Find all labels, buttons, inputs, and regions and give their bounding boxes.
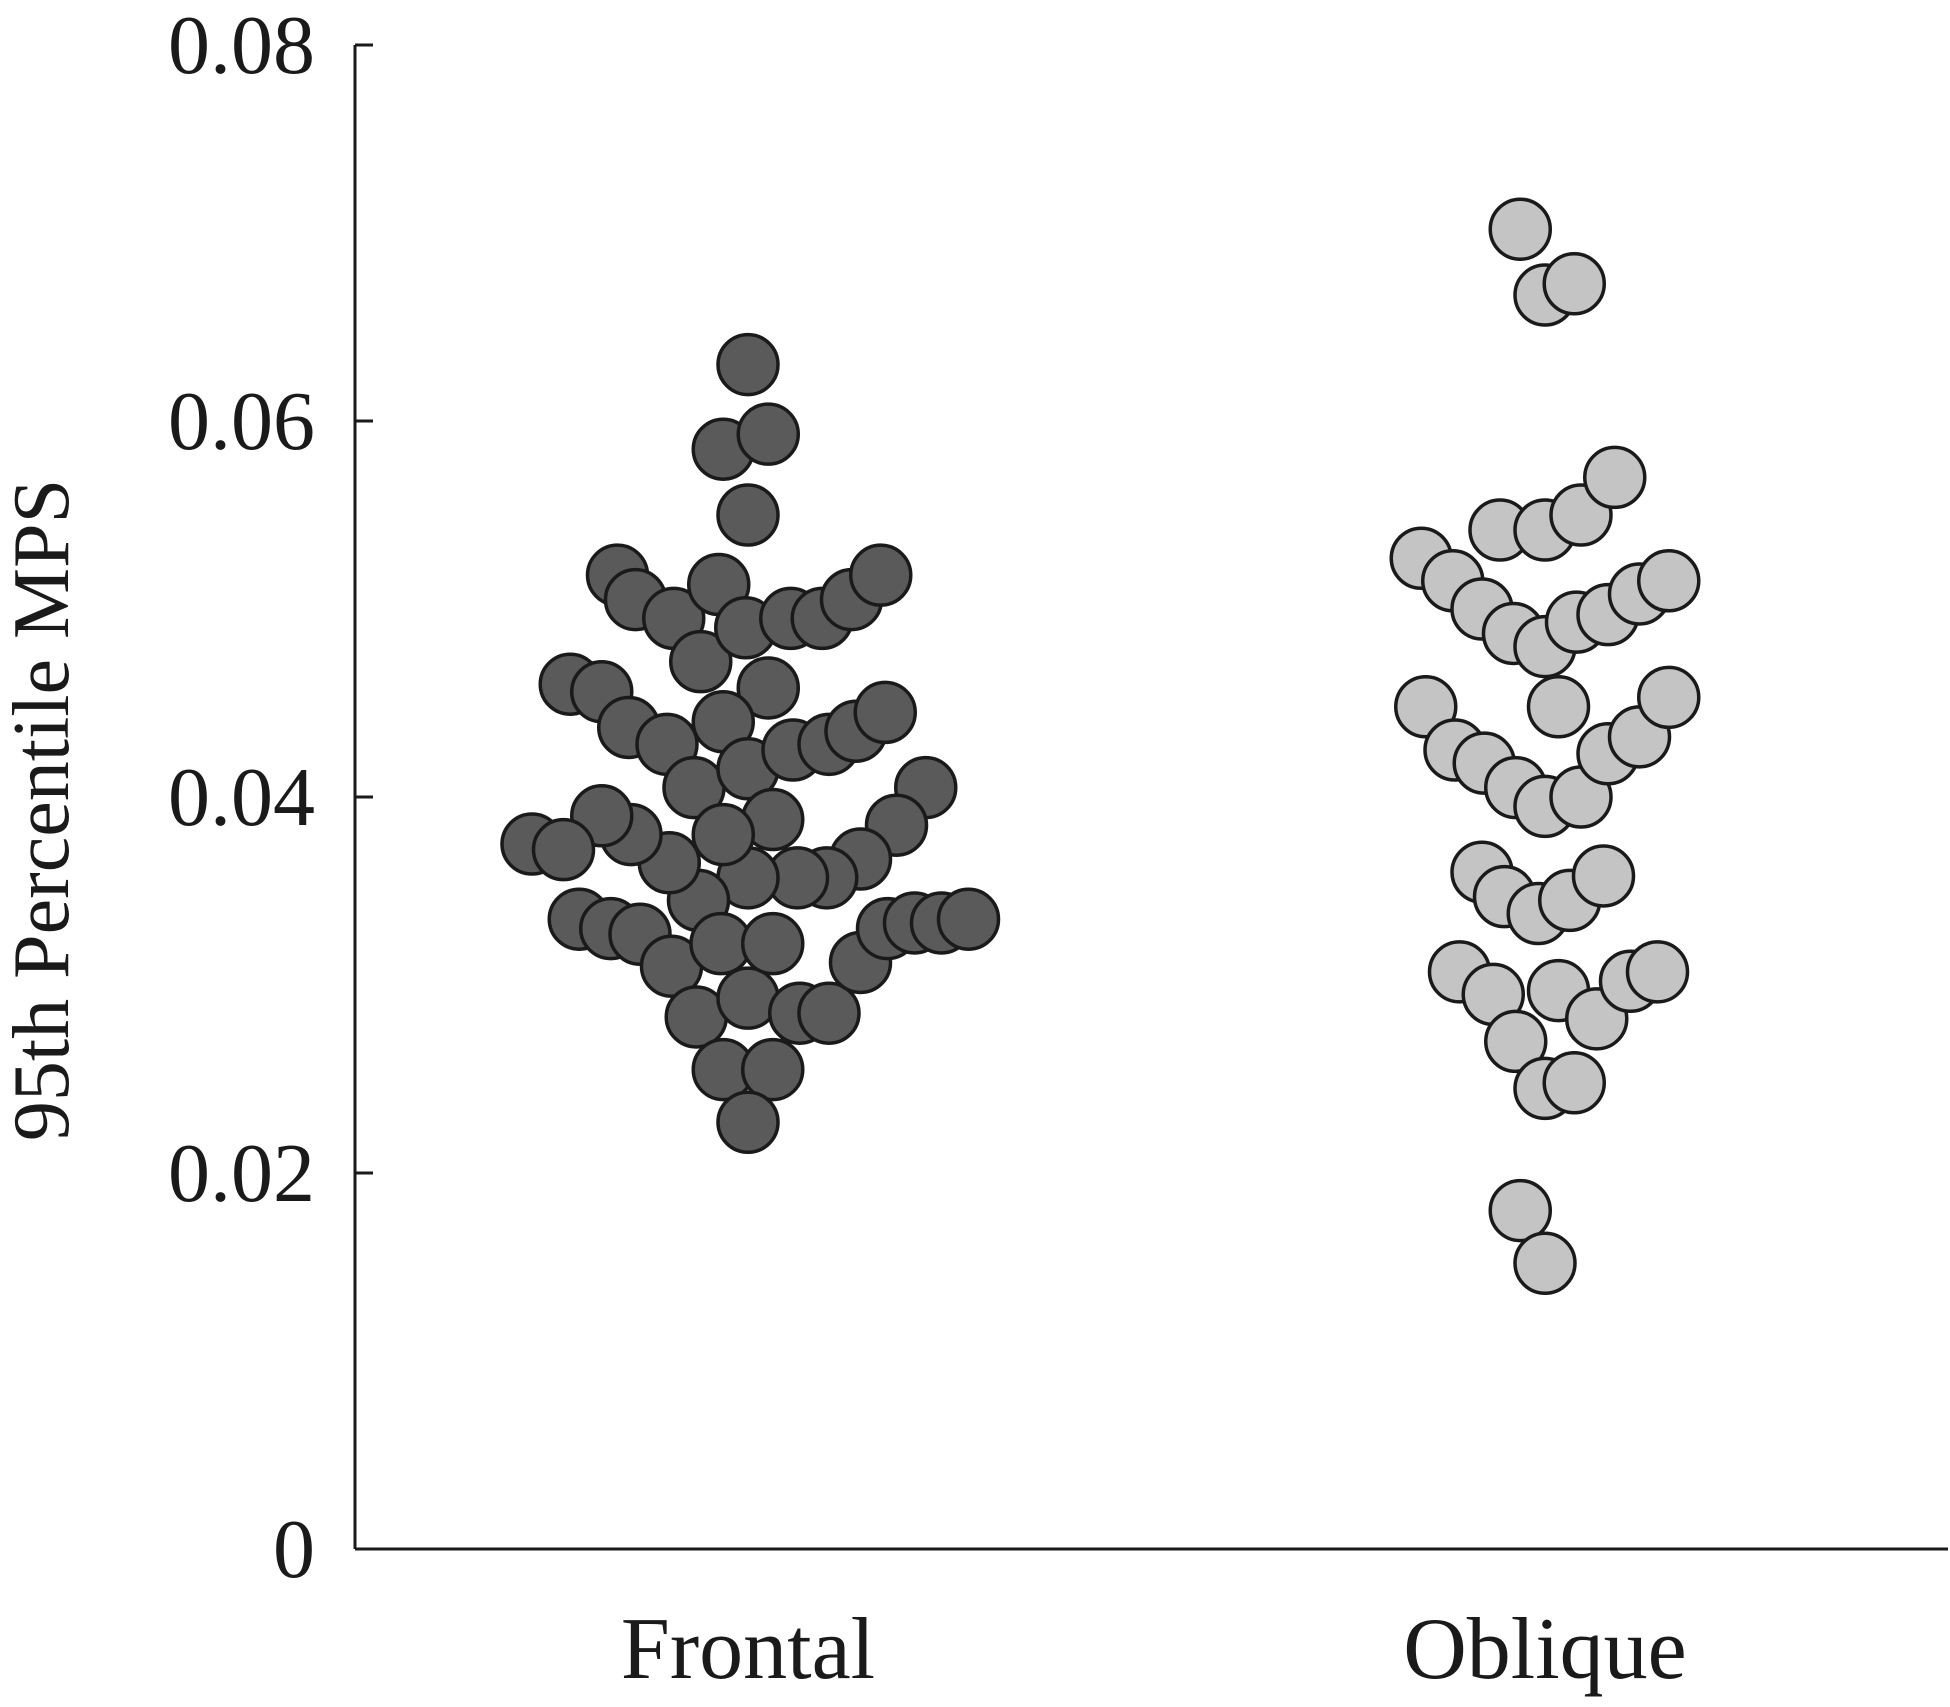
data-point [1625, 940, 1690, 1004]
data-point [1488, 197, 1552, 261]
data-point [1526, 675, 1591, 739]
y-tick-label: 0.08 [168, 0, 315, 92]
data-points [500, 197, 1701, 1295]
data-point [1542, 252, 1606, 316]
data-point [1542, 1051, 1606, 1115]
data-point [1637, 665, 1701, 730]
data-point [741, 911, 805, 976]
x-category-label: Oblique [1403, 1601, 1687, 1698]
data-point [1484, 1009, 1548, 1074]
data-point [853, 680, 917, 745]
data-point [669, 629, 733, 694]
data-point [797, 981, 861, 1045]
x-category-label: Frontal [621, 1601, 875, 1698]
data-point [741, 1037, 805, 1102]
data-point [1637, 549, 1701, 613]
data-point [716, 1090, 780, 1154]
axes: 0 0.02 0.04 0.06 0.08 Frontal Oblique [168, 0, 1948, 1698]
data-point [736, 656, 800, 720]
series-oblique [1389, 197, 1701, 1295]
series-frontal [500, 332, 1001, 1154]
data-point [1488, 1178, 1552, 1243]
data-point [1583, 445, 1647, 510]
data-point [736, 402, 800, 466]
data-point [531, 817, 596, 882]
data-point [691, 802, 755, 867]
y-tick-label: 0.04 [168, 751, 315, 844]
y-tick-label: 0 [273, 1503, 315, 1596]
data-point [1513, 1231, 1577, 1295]
y-tick-label: 0.02 [168, 1127, 315, 1220]
data-point [849, 543, 913, 607]
data-point [1571, 844, 1636, 908]
y-axis-title: 95th Percentile MPS [0, 479, 86, 1141]
data-point [716, 332, 780, 397]
data-point [716, 483, 780, 547]
y-tick-label: 0.06 [168, 375, 315, 468]
data-point [936, 887, 1001, 951]
